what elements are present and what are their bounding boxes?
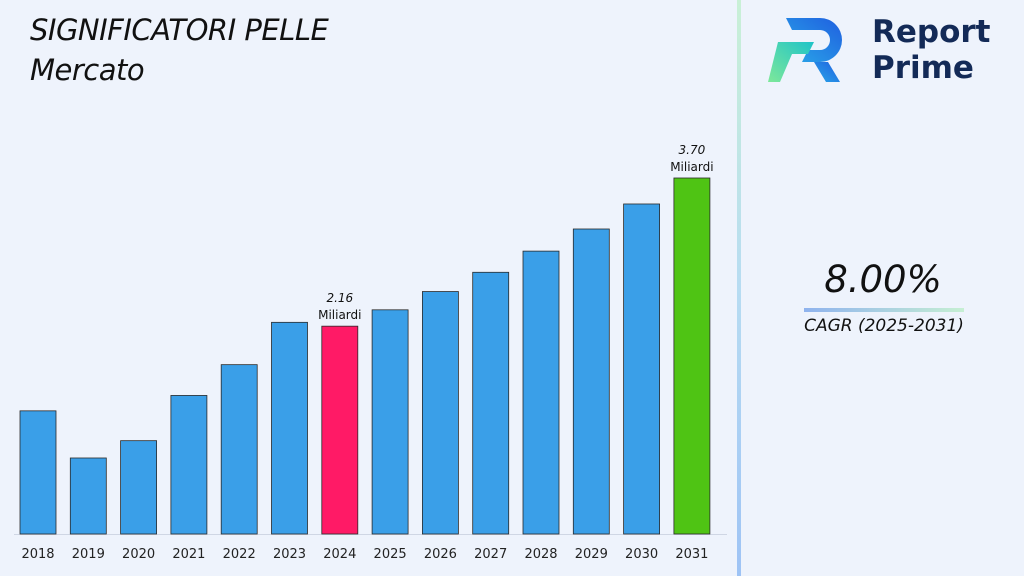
bar-2028 xyxy=(522,250,560,535)
data-label-value-2024: 2.16 xyxy=(326,291,353,305)
bar-2019 xyxy=(69,457,107,535)
x-tick-label-2020: 2020 xyxy=(122,547,155,562)
bar-2029 xyxy=(572,228,610,535)
x-tick-label-2022: 2022 xyxy=(223,547,256,562)
data-label-unit-2031: Miliardi xyxy=(670,160,713,174)
brand-name-line2: Prime xyxy=(872,50,974,86)
bar-2027 xyxy=(472,271,510,535)
x-tick-label-2021: 2021 xyxy=(172,547,205,562)
brand-logo: Report Prime xyxy=(768,14,1008,90)
chart-title-line1: SIGNIFICATORI PELLE xyxy=(30,13,329,47)
data-label-unit-2024: Miliardi xyxy=(318,308,361,322)
chart-title-line2: Mercato xyxy=(30,53,145,87)
x-tick-label-2025: 2025 xyxy=(374,547,407,562)
bar-2025 xyxy=(371,309,409,535)
x-tick-label-2028: 2028 xyxy=(524,547,557,562)
bar-2022 xyxy=(220,364,258,535)
bar-2031 xyxy=(673,177,711,535)
x-tick-label-2029: 2029 xyxy=(575,547,608,562)
x-tick-label-2018: 2018 xyxy=(21,547,54,562)
x-tick-label-2026: 2026 xyxy=(424,547,457,562)
cagr-value: 8.00% xyxy=(824,258,942,301)
brand-mark-icon xyxy=(768,18,842,82)
brand-name: Report Prime xyxy=(872,14,991,86)
x-tick-label-2027: 2027 xyxy=(474,547,507,562)
x-tick-label-2024: 2024 xyxy=(323,547,356,562)
bar-2018 xyxy=(19,410,57,535)
bar-2024 xyxy=(321,325,359,535)
x-tick-label-2019: 2019 xyxy=(72,547,105,562)
bar-chart: 2018 2019 2020 2021 2022 2023 2024 2025 2026 2027… xyxy=(14,143,727,562)
x-tick-label-2023: 2023 xyxy=(273,547,306,562)
vertical-divider xyxy=(737,0,741,576)
brand-name-line1: Report xyxy=(872,14,991,50)
bar-2023 xyxy=(271,321,308,535)
cagr-label: CAGR (2025-2031) xyxy=(804,316,964,336)
bar-2020 xyxy=(120,440,157,535)
cagr-underline xyxy=(804,308,964,312)
x-tick-label-2030: 2030 xyxy=(625,547,658,562)
x-tick-label-2031: 2031 xyxy=(675,547,708,562)
bar-2030 xyxy=(623,203,660,535)
bar-2026 xyxy=(421,291,459,535)
chart-title: SIGNIFICATORI PELLE Mercato xyxy=(30,10,329,90)
bar-2021 xyxy=(170,395,208,535)
data-label-value-2031: 3.70 xyxy=(679,143,706,157)
